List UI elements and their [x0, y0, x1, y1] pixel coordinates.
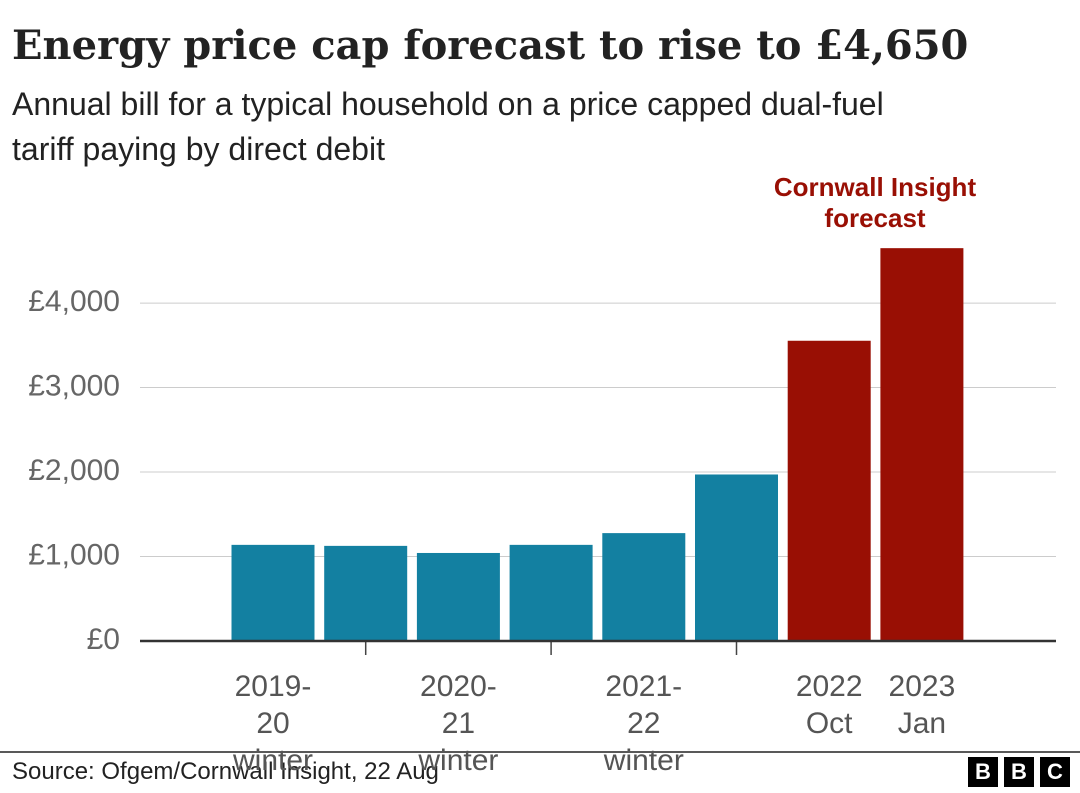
x-tick-label: 2019-20 winter — [232, 670, 314, 777]
annotation: Cornwall Insight forecast — [773, 172, 977, 233]
logo-letter: C — [1040, 757, 1070, 787]
bar — [231, 544, 315, 641]
x-tick-label: 2020-21 winter — [418, 670, 499, 777]
chart-subtitle: Annual bill for a typical household on a… — [12, 86, 884, 167]
bar — [509, 544, 593, 641]
y-tick-label: £0 — [87, 623, 120, 656]
y-tick-label: £3,000 — [28, 369, 120, 402]
y-tick-label: £4,000 — [28, 285, 120, 318]
bar — [695, 474, 778, 641]
x-tick-label: 2023 Jan — [888, 670, 956, 740]
logo-letter: B — [968, 757, 998, 787]
logo-letter: B — [1004, 757, 1034, 787]
x-tick-label: 2021-22 winter — [603, 670, 684, 777]
bar — [602, 533, 686, 641]
chart-title: Energy price cap forecast to rise to £4,… — [12, 22, 969, 69]
bar — [880, 248, 964, 642]
bar — [416, 552, 500, 641]
x-tick-label: 2022 Oct — [795, 670, 863, 740]
y-tick-label: £2,000 — [28, 454, 120, 487]
bar — [787, 340, 871, 641]
bar — [324, 545, 408, 641]
y-tick-label: £1,000 — [28, 538, 120, 571]
source: Source: Ofgem/Cornwall Insight, 22 Aug — [12, 758, 439, 785]
